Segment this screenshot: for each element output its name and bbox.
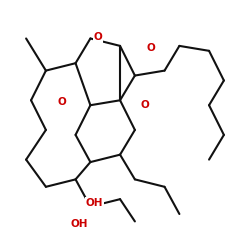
Text: OH: OH [70,219,88,229]
Text: O: O [140,100,149,110]
Text: O: O [58,96,66,106]
Text: O: O [94,32,102,42]
Text: OH: OH [85,198,103,208]
Text: O: O [146,43,155,53]
